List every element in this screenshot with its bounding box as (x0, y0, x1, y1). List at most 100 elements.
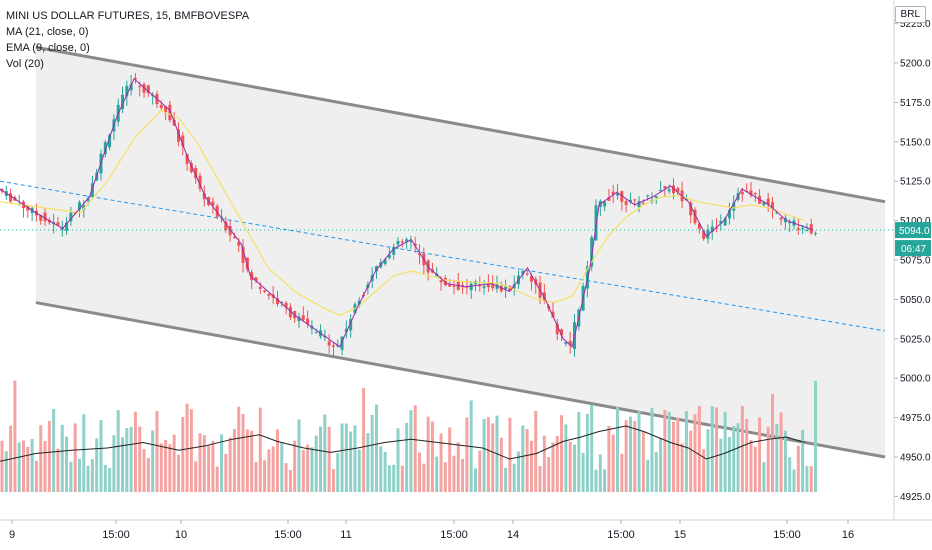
volume-bar (680, 443, 684, 492)
volume-bar (121, 437, 125, 492)
volume-bar (620, 453, 624, 492)
candle-body (469, 283, 473, 291)
volume-bar (228, 437, 232, 492)
volume-bar (172, 434, 176, 492)
price-tick-label: 5175.0 (900, 98, 931, 109)
candle-body (164, 106, 168, 114)
candle-body (689, 202, 693, 216)
volume-ma-line (0, 425, 805, 462)
candle-body (762, 201, 766, 206)
volume-bar (598, 454, 602, 492)
volume-bar (159, 443, 163, 492)
candle-body (779, 217, 783, 220)
candle-body (26, 205, 30, 211)
candle-body (396, 241, 400, 245)
volume-bar (65, 436, 69, 492)
candle-body (159, 104, 163, 108)
candle-body (108, 134, 112, 148)
volume-bar (684, 411, 688, 492)
volume-bar (465, 417, 469, 492)
volume-bar (258, 407, 262, 492)
volume-bar (220, 434, 224, 492)
volume-bar (534, 410, 538, 492)
price-tick-label: 4925.0 (900, 492, 931, 503)
candle-body (542, 292, 546, 301)
candle-body (241, 246, 245, 263)
price-tick-label: 5200.0 (900, 59, 931, 70)
volume-bar (52, 408, 56, 492)
candle-body (766, 198, 770, 205)
candle-body (383, 259, 387, 265)
candle-body (146, 85, 150, 94)
candle-body (770, 202, 774, 210)
volume-bar (301, 450, 305, 492)
candle-body (47, 220, 51, 223)
candle-body (418, 253, 422, 256)
volume-bar (430, 421, 434, 492)
price-tick-label: 5025.0 (900, 334, 931, 345)
candle-body (706, 229, 710, 239)
volume-bar (413, 405, 417, 492)
volume-bar (521, 425, 525, 492)
volume-bar (775, 423, 779, 492)
time-tick-label: 15:00 (607, 529, 635, 541)
candle-body (9, 193, 13, 202)
legend-ema[interactable]: EMA (9, close, 0) (6, 42, 90, 54)
volume-bar (366, 433, 370, 492)
volume-bar (710, 406, 714, 492)
volume-bar (659, 438, 663, 492)
currency-badge[interactable]: BRL (894, 6, 926, 23)
volume-bar (267, 449, 271, 492)
volume-bar (448, 427, 452, 492)
candle-body (749, 190, 753, 196)
volume-bar (762, 462, 766, 492)
volume-bar (396, 428, 400, 492)
volume-bar (254, 461, 258, 492)
volume-bar (555, 435, 559, 492)
volume-bar (758, 417, 762, 492)
candle-body (90, 183, 94, 197)
legend-volume[interactable]: Vol (20) (6, 58, 44, 70)
volume-bar (439, 433, 443, 492)
channel-mid-line (0, 180, 886, 332)
volume-bar (357, 449, 361, 492)
price-tick-label: 5075.0 (900, 256, 931, 267)
volume-bar (112, 435, 116, 492)
candle-body (129, 84, 133, 91)
volume-bar (749, 439, 753, 492)
volume-bar (181, 417, 185, 492)
candle-body (103, 142, 107, 155)
candle-body (663, 186, 667, 189)
volume-bar (572, 444, 576, 492)
volume-bar (362, 387, 366, 492)
volume-bar (624, 420, 628, 492)
volume-bar (263, 460, 267, 492)
volume-bar (779, 412, 783, 492)
channel-upper-line (35, 45, 886, 204)
volume-bar (663, 409, 667, 492)
candle-body (693, 209, 697, 224)
candle-body (667, 189, 671, 192)
volume-bar (133, 411, 137, 492)
volume-bar (732, 426, 736, 492)
volume-bar (0, 440, 4, 492)
candle-body (633, 199, 637, 201)
volume-bar (641, 431, 645, 492)
ma21-line (0, 109, 805, 316)
volume-bar (646, 459, 650, 492)
candle-body (568, 340, 572, 346)
volume-bar (185, 403, 189, 492)
candle-body (314, 332, 318, 334)
candle-body (590, 237, 594, 267)
volume-bar (26, 446, 30, 492)
candle-body (56, 222, 60, 226)
volume-bar (478, 450, 482, 492)
volume-bar (809, 466, 813, 492)
candle-body (288, 306, 292, 318)
candle-body (306, 318, 310, 324)
volume-bar (637, 411, 641, 492)
legend-ma[interactable]: MA (21, close, 0) (6, 26, 89, 38)
candle-body (809, 224, 813, 234)
